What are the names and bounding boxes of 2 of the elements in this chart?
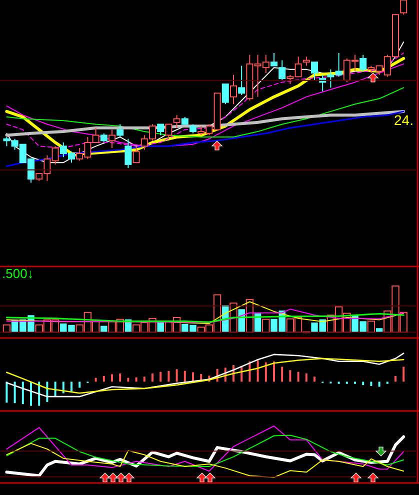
annotation: 24. [394,112,414,128]
text: .500↓ [2,266,34,281]
